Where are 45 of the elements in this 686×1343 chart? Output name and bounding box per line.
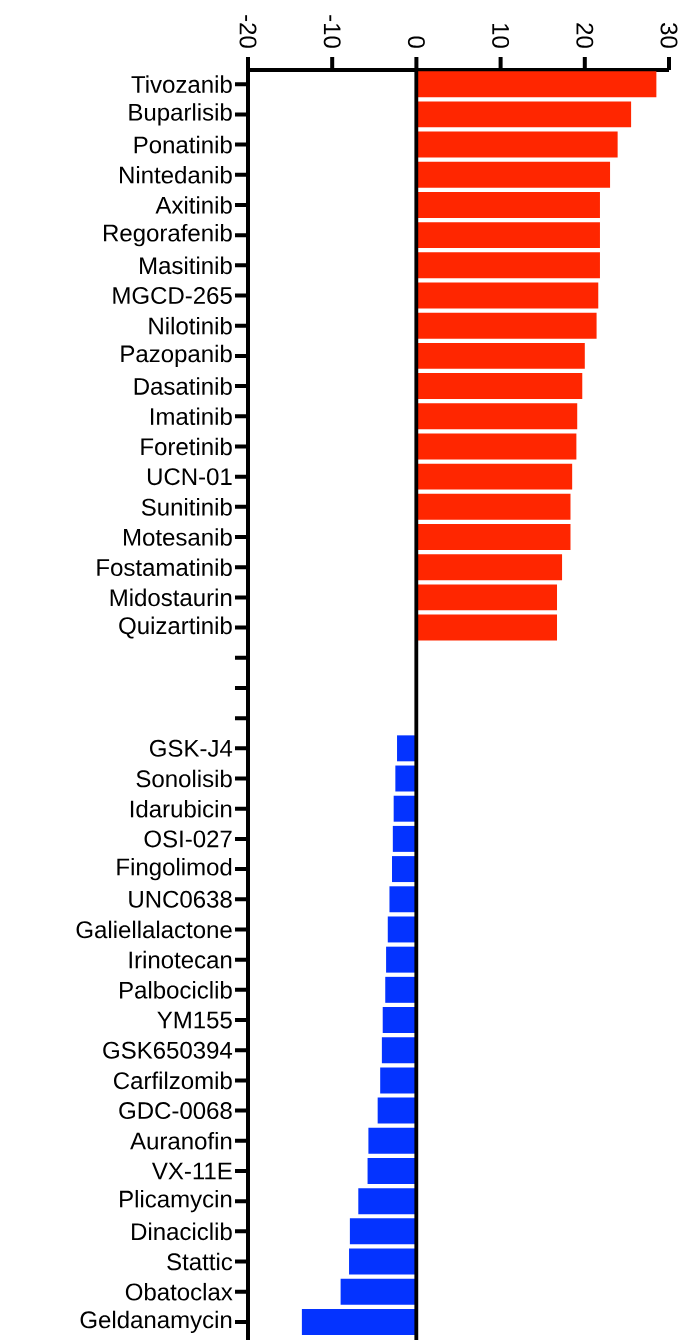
y-tick-label: Dasatinib <box>134 377 232 395</box>
x-tick-label: -20 <box>239 15 257 48</box>
y-tick-label: Sunitinib <box>141 498 232 516</box>
y-tick-label: Dinaciclib <box>132 1222 232 1241</box>
y-tick-label: Masitinib <box>140 256 232 275</box>
y-tick-label: Nintedanib <box>120 165 232 184</box>
y-tick-label: Stattic <box>167 1252 233 1271</box>
y-tick-label: Pazopanib <box>121 344 232 368</box>
y-tick-label: Palbociclib <box>120 981 232 999</box>
x-tick-label: 30 <box>660 23 678 48</box>
y-tick-label: MGCD-265 <box>113 287 232 304</box>
y-tick-label: GDC-0068 <box>119 1102 232 1120</box>
y-tick-label: Idarubicin <box>130 799 232 818</box>
y-tick-label: Regorafenib <box>104 223 232 247</box>
y-tick-label: YM155 <box>157 1011 232 1029</box>
y-tick-label: Motesanib <box>124 528 232 546</box>
y-tick-label: Buparlisib <box>129 103 232 126</box>
y-tick-label: Carfilzomib <box>114 1071 232 1090</box>
y-tick-label: Geldanamycin <box>80 1310 232 1334</box>
y-tick-label: OSI-027 <box>144 830 232 848</box>
x-tick-label: 20 <box>576 23 594 48</box>
y-tick-label: Sonolisib <box>136 769 232 788</box>
x-tick-label: 10 <box>492 23 510 48</box>
y-tick-label: Imatinib <box>150 407 232 426</box>
y-tick-label: VX-11E <box>151 1162 232 1180</box>
y-tick-label: Foretinib <box>141 437 232 456</box>
y-tick-label: GSK-J4 <box>149 739 233 757</box>
x-tick-label: 0 <box>407 36 425 48</box>
y-tick-label: Auranofin <box>130 1131 232 1150</box>
y-tick-label: Galiellalactone <box>76 920 232 939</box>
y-tick-label: Fostamatinib <box>97 558 232 577</box>
y-tick-label: Quizartinib <box>119 616 232 639</box>
x-tick-label: -10 <box>323 15 341 48</box>
y-tick-label: Axitinib <box>155 196 232 214</box>
y-tick-label: Irinotecan <box>129 950 232 969</box>
y-tick-label: Tivozanib <box>131 75 232 93</box>
y-tick-label: Plicamycin <box>120 1189 232 1213</box>
y-tick-label: Ponatinib <box>134 135 232 154</box>
y-tick-label: Midostaurin <box>110 588 232 607</box>
y-tick-label: GSK650394 <box>103 1041 233 1059</box>
y-tick-label: UCN-01 <box>147 468 232 486</box>
y-tick-label: Fingolimod <box>117 857 232 881</box>
y-tick-label: Obatoclax <box>125 1282 233 1301</box>
y-tick-label: Nilotinib <box>149 316 232 335</box>
y-tick-label: UNC0638 <box>129 890 232 908</box>
